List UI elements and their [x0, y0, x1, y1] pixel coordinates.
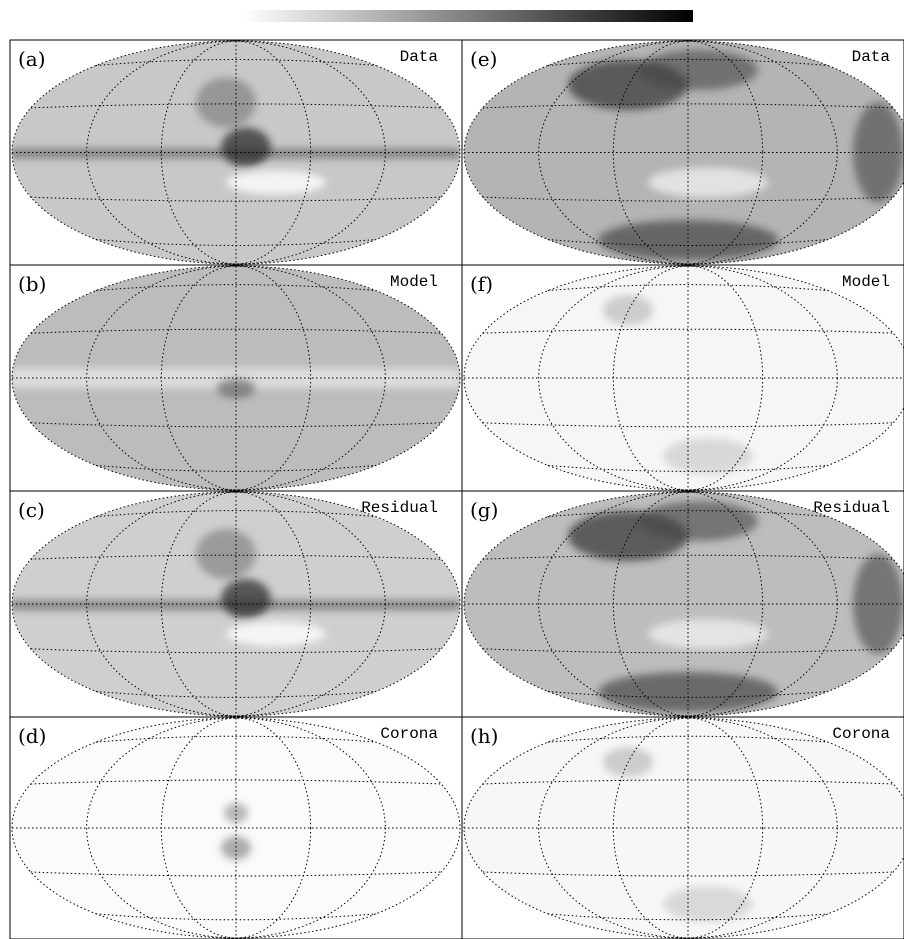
map	[10, 492, 460, 716]
panel-title: Residual	[361, 499, 438, 517]
map	[464, 492, 904, 716]
map	[464, 41, 904, 264]
panel-title: Model	[842, 273, 890, 291]
bright	[226, 171, 326, 195]
panel-label: (f)	[470, 272, 493, 296]
panel: (h) Corona	[462, 717, 904, 939]
bright	[648, 168, 768, 198]
panel-label: (h)	[470, 724, 499, 748]
panel-title: Model	[390, 273, 438, 291]
blob	[196, 529, 256, 579]
panel-title: Data	[400, 48, 439, 66]
bright	[226, 622, 326, 646]
panel-label: (a)	[18, 47, 46, 71]
panel: (a) Data	[10, 40, 462, 265]
blob	[603, 295, 653, 325]
panel-title: Data	[852, 48, 891, 66]
panel-label: (d)	[18, 724, 46, 748]
blob	[196, 78, 256, 128]
blob	[638, 50, 758, 90]
blob	[663, 886, 753, 922]
panels: (a) Data (b) Model (c) Residual (d) Corona (e) Da…	[10, 40, 904, 939]
map	[10, 266, 460, 490]
panel: (e) Data	[462, 40, 904, 265]
panel-title: Corona	[380, 725, 438, 743]
panel-title: Corona	[832, 725, 890, 743]
panel: (f) Model	[462, 265, 904, 491]
map	[464, 266, 904, 490]
blob	[663, 438, 753, 474]
panel: (b) Model	[10, 265, 462, 491]
blob	[221, 128, 271, 168]
panel-label: (c)	[18, 498, 45, 522]
bright	[648, 619, 768, 649]
blob	[221, 836, 251, 860]
blob	[221, 579, 271, 619]
figure: (a) Data (b) Model (c) Residual (d) Corona (e) Da…	[0, 0, 904, 939]
blob	[638, 501, 758, 541]
map	[464, 718, 904, 938]
map	[10, 41, 460, 264]
map	[12, 718, 460, 938]
panel: (c) Residual	[10, 491, 462, 717]
panel: (d) Corona	[10, 717, 462, 939]
colorbar	[243, 10, 693, 22]
panel-title: Residual	[813, 499, 890, 517]
panel-label: (b)	[18, 272, 46, 296]
panel-label: (e)	[470, 47, 497, 71]
panel-label: (g)	[470, 498, 498, 522]
panel: (g) Residual	[462, 491, 904, 717]
